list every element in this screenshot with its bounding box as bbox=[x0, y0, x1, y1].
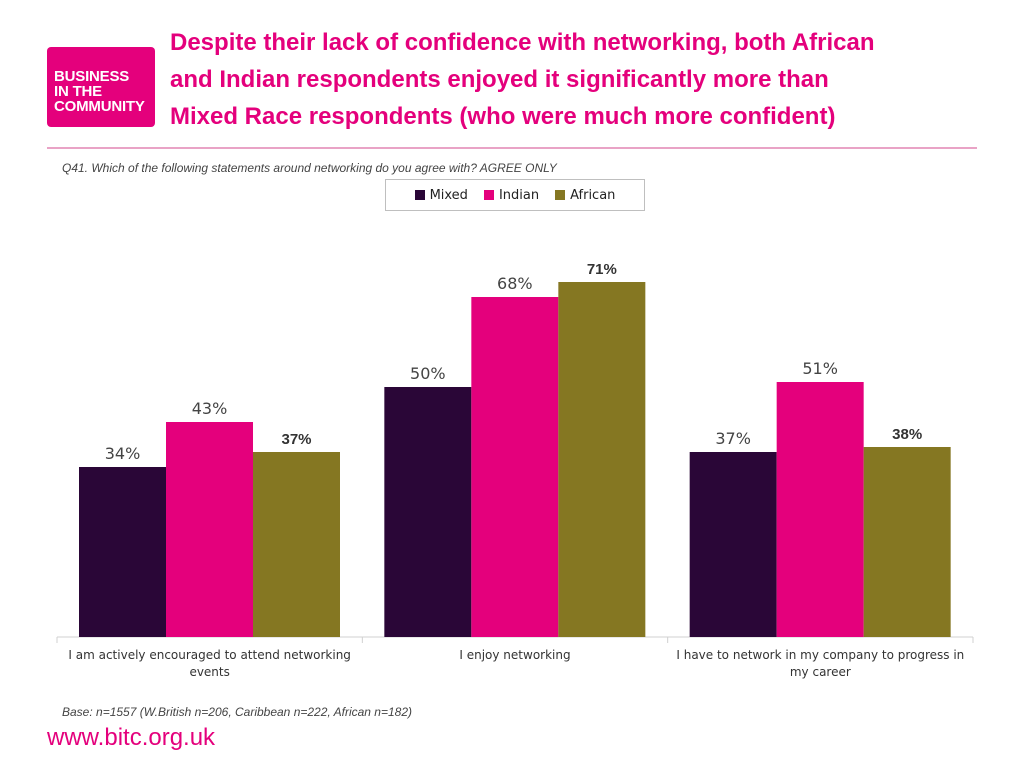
title-line-3: Mixed Race respondents (who were much mo… bbox=[170, 103, 836, 130]
bitc-logo: BUSINESS IN THE COMMUNITY bbox=[47, 47, 155, 127]
data-label-indian-3: 51% bbox=[802, 359, 838, 378]
website-url[interactable]: www.bitc.org.uk bbox=[47, 724, 216, 751]
data-label-mixed-1: 34% bbox=[105, 444, 141, 463]
data-label-african-2: 71% bbox=[587, 261, 617, 278]
data-label-african-3: 38% bbox=[892, 426, 922, 443]
logo-line-1: BUSINESS bbox=[54, 68, 130, 85]
category-label-1-line-2: events bbox=[189, 665, 229, 679]
data-label-mixed-2: 50% bbox=[410, 364, 446, 383]
logo-line-3: COMMUNITY bbox=[54, 98, 145, 115]
data-label-mixed-3: 37% bbox=[715, 429, 751, 448]
legend-swatch-indian bbox=[483, 190, 494, 200]
category-label-2-line-1: I enjoy networking bbox=[459, 648, 570, 662]
bar-indian-2 bbox=[471, 297, 559, 637]
bar-african-1 bbox=[253, 452, 340, 637]
chart-legend: Mixed Indian African bbox=[385, 179, 645, 211]
title-line-1: Despite their lack of confidence with ne… bbox=[170, 29, 875, 56]
question-text: Q41. Which of the following statements a… bbox=[62, 161, 557, 175]
page-title: Despite their lack of confidence with ne… bbox=[170, 24, 930, 135]
legend-label-african: African bbox=[570, 187, 616, 203]
category-label-1-line-1: I am actively encouraged to attend netwo… bbox=[68, 648, 351, 662]
category-label-3-line-1: I have to network in my company to progr… bbox=[676, 648, 964, 662]
data-label-african-1: 37% bbox=[281, 431, 311, 448]
data-label-indian-1: 43% bbox=[192, 399, 228, 418]
legend-label-mixed: Mixed bbox=[429, 187, 468, 203]
base-note: Base: n=1557 (W.British n=206, Caribbean… bbox=[62, 705, 412, 719]
legend-label-indian: Indian bbox=[498, 187, 540, 203]
bar-mixed-2 bbox=[384, 387, 472, 637]
legend-swatch-mixed bbox=[414, 190, 425, 200]
logo-line-2: IN THE bbox=[54, 83, 102, 100]
bar-indian-3 bbox=[776, 382, 864, 637]
legend-item-african: African bbox=[555, 188, 615, 203]
legend-item-indian: Indian bbox=[483, 187, 540, 203]
title-line-2: and Indian respondents enjoyed it signif… bbox=[170, 66, 829, 93]
legend-item-mixed: Mixed bbox=[414, 187, 468, 203]
bar-african-2 bbox=[558, 282, 646, 637]
bar-mixed-1 bbox=[79, 467, 166, 637]
category-label-3-line-2: my career bbox=[790, 665, 851, 679]
bar-african-3 bbox=[863, 447, 951, 637]
bar-indian-1 bbox=[166, 422, 253, 637]
title-divider bbox=[47, 147, 977, 149]
data-label-indian-2: 68% bbox=[497, 274, 533, 293]
legend-swatch-african bbox=[555, 190, 566, 200]
bar-mixed-3 bbox=[689, 452, 777, 637]
